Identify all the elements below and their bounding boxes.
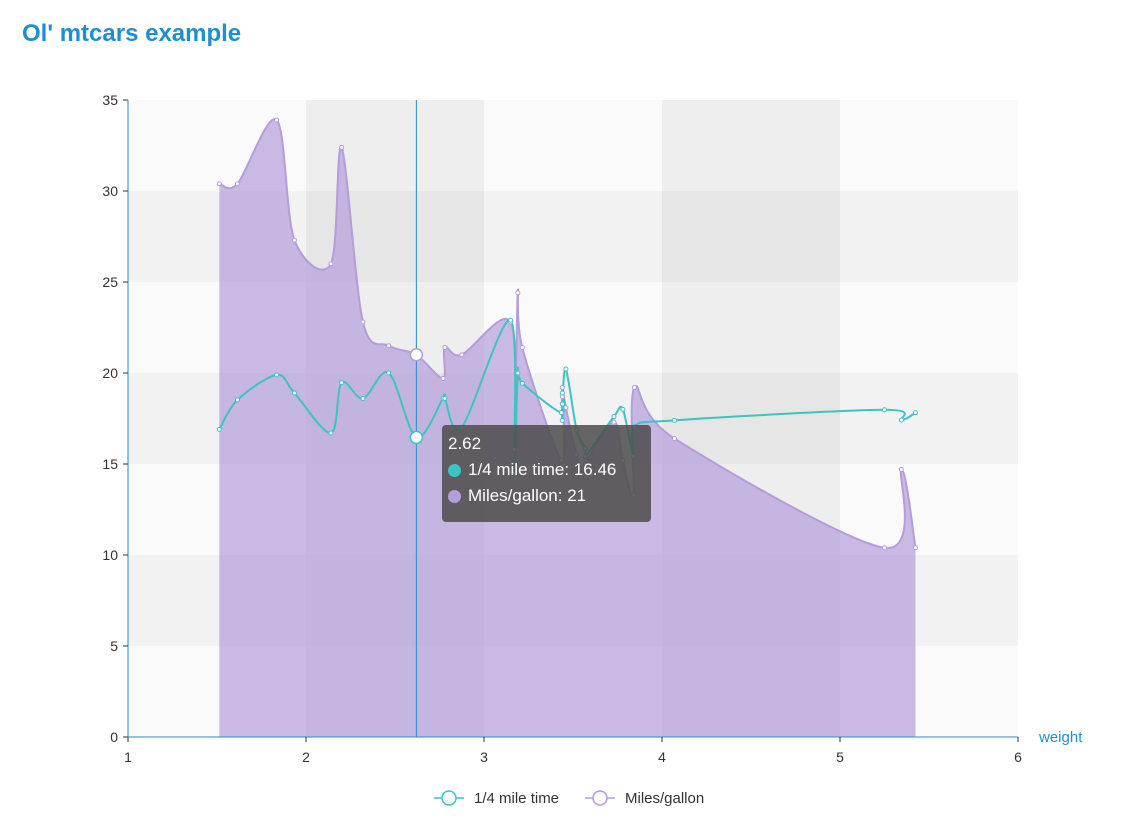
qsec-point (563, 366, 569, 372)
y-tick-label: 10 (102, 547, 118, 563)
mpg-point (671, 436, 677, 442)
legend-item-0[interactable]: 1/4 mile time (434, 790, 559, 807)
mpg-point (563, 405, 569, 411)
grid-band (484, 191, 662, 282)
mpg-point (291, 237, 297, 243)
mpg-point (611, 419, 617, 425)
qsec-point (216, 426, 222, 432)
y-tick-label: 35 (102, 92, 118, 108)
grid-band (840, 373, 1018, 464)
y-tick-label: 5 (110, 638, 118, 654)
legend-marker (441, 790, 457, 806)
page-title: Ol' mtcars example (22, 20, 242, 47)
axes: 0 5 10 15 20 25 30 35 1 2 3 4 5 6 weight (102, 92, 1083, 765)
tooltip-row-qsec: 1/4 mile time: 16.46 (448, 460, 645, 480)
x-tick-label: 6 (1014, 749, 1022, 765)
grid-band (840, 191, 1018, 282)
mpg-point (440, 375, 446, 381)
mpg-point (328, 261, 334, 267)
qsec-point (912, 410, 918, 416)
tooltip-header: 2.62 (448, 434, 482, 453)
y-tick-label: 15 (102, 456, 118, 472)
grid-band (484, 100, 662, 191)
x-tick-label: 3 (480, 749, 488, 765)
qsec-point (620, 406, 626, 412)
qsec-point (671, 417, 677, 423)
mpg-point (912, 545, 918, 551)
y-tick-label: 20 (102, 365, 118, 381)
mpg-point (519, 345, 525, 351)
tooltip-mpg-label: Miles/gallon: 21 (468, 486, 587, 505)
qsec-point (898, 417, 904, 423)
x-tick-label: 4 (658, 749, 666, 765)
tooltip-row-mpg: Miles/gallon: 21 (448, 486, 645, 506)
mpg-point (442, 345, 448, 351)
x-tick-label: 5 (836, 749, 844, 765)
mpg-point (898, 466, 904, 472)
grid-band (840, 100, 1018, 191)
mpg-point (360, 319, 366, 325)
grid-band (306, 100, 484, 191)
tooltip-qsec-dot (448, 463, 461, 477)
x-tick-label: 1 (124, 749, 132, 765)
tooltip: 2.62 1/4 mile time: 16.46 Miles/gallon: … (442, 425, 651, 522)
grid-band (662, 282, 840, 373)
tooltip-mpg-dot (448, 489, 461, 503)
qsec-point (559, 417, 565, 423)
mpg-point (339, 144, 345, 150)
qsec-point (515, 370, 521, 376)
x-axis-label: weight (1038, 729, 1083, 746)
qsec-point (274, 372, 280, 378)
tooltip-qsec-label: 1/4 mile time: 16.46 (468, 460, 617, 479)
mpg-highlight-point (409, 348, 424, 362)
mpg-point (459, 352, 465, 358)
legend-item-1[interactable]: Miles/gallon (585, 790, 704, 807)
mpg-point (216, 181, 222, 187)
legend-label: 1/4 mile time (474, 790, 559, 807)
mpg-point (559, 385, 565, 391)
qsec-point (558, 410, 564, 416)
legend[interactable]: 1/4 mile time Miles/gallon (434, 790, 704, 807)
y-tick-label: 30 (102, 183, 118, 199)
qsec-point (386, 370, 392, 376)
mpg-point (386, 343, 392, 349)
qsec-point (328, 430, 334, 436)
legend-label: Miles/gallon (625, 790, 704, 807)
mpg-point (882, 545, 887, 551)
mpg-point (274, 117, 280, 123)
qsec-point (291, 390, 297, 396)
qsec-point (442, 395, 448, 401)
qsec-point (234, 397, 240, 403)
mpg-point (515, 290, 521, 296)
grid-band (840, 282, 1018, 373)
qsec-point (519, 380, 525, 386)
y-tick-label: 25 (102, 274, 118, 290)
qsec-point (508, 317, 514, 323)
grid-band (840, 464, 1018, 555)
mpg-point (631, 385, 637, 391)
qsec-point (559, 401, 565, 407)
mpg-point (234, 181, 240, 187)
grid-band (662, 191, 840, 282)
qsec-highlight-point (409, 430, 424, 445)
qsec-point (360, 395, 366, 401)
qsec-point (339, 380, 345, 386)
qsec-point (559, 390, 565, 396)
qsec-point (882, 407, 887, 413)
x-tick-label: 2 (302, 749, 310, 765)
grid-band (662, 100, 840, 191)
qsec-point (611, 414, 617, 420)
y-tick-label: 0 (110, 729, 118, 745)
legend-marker (592, 790, 608, 806)
